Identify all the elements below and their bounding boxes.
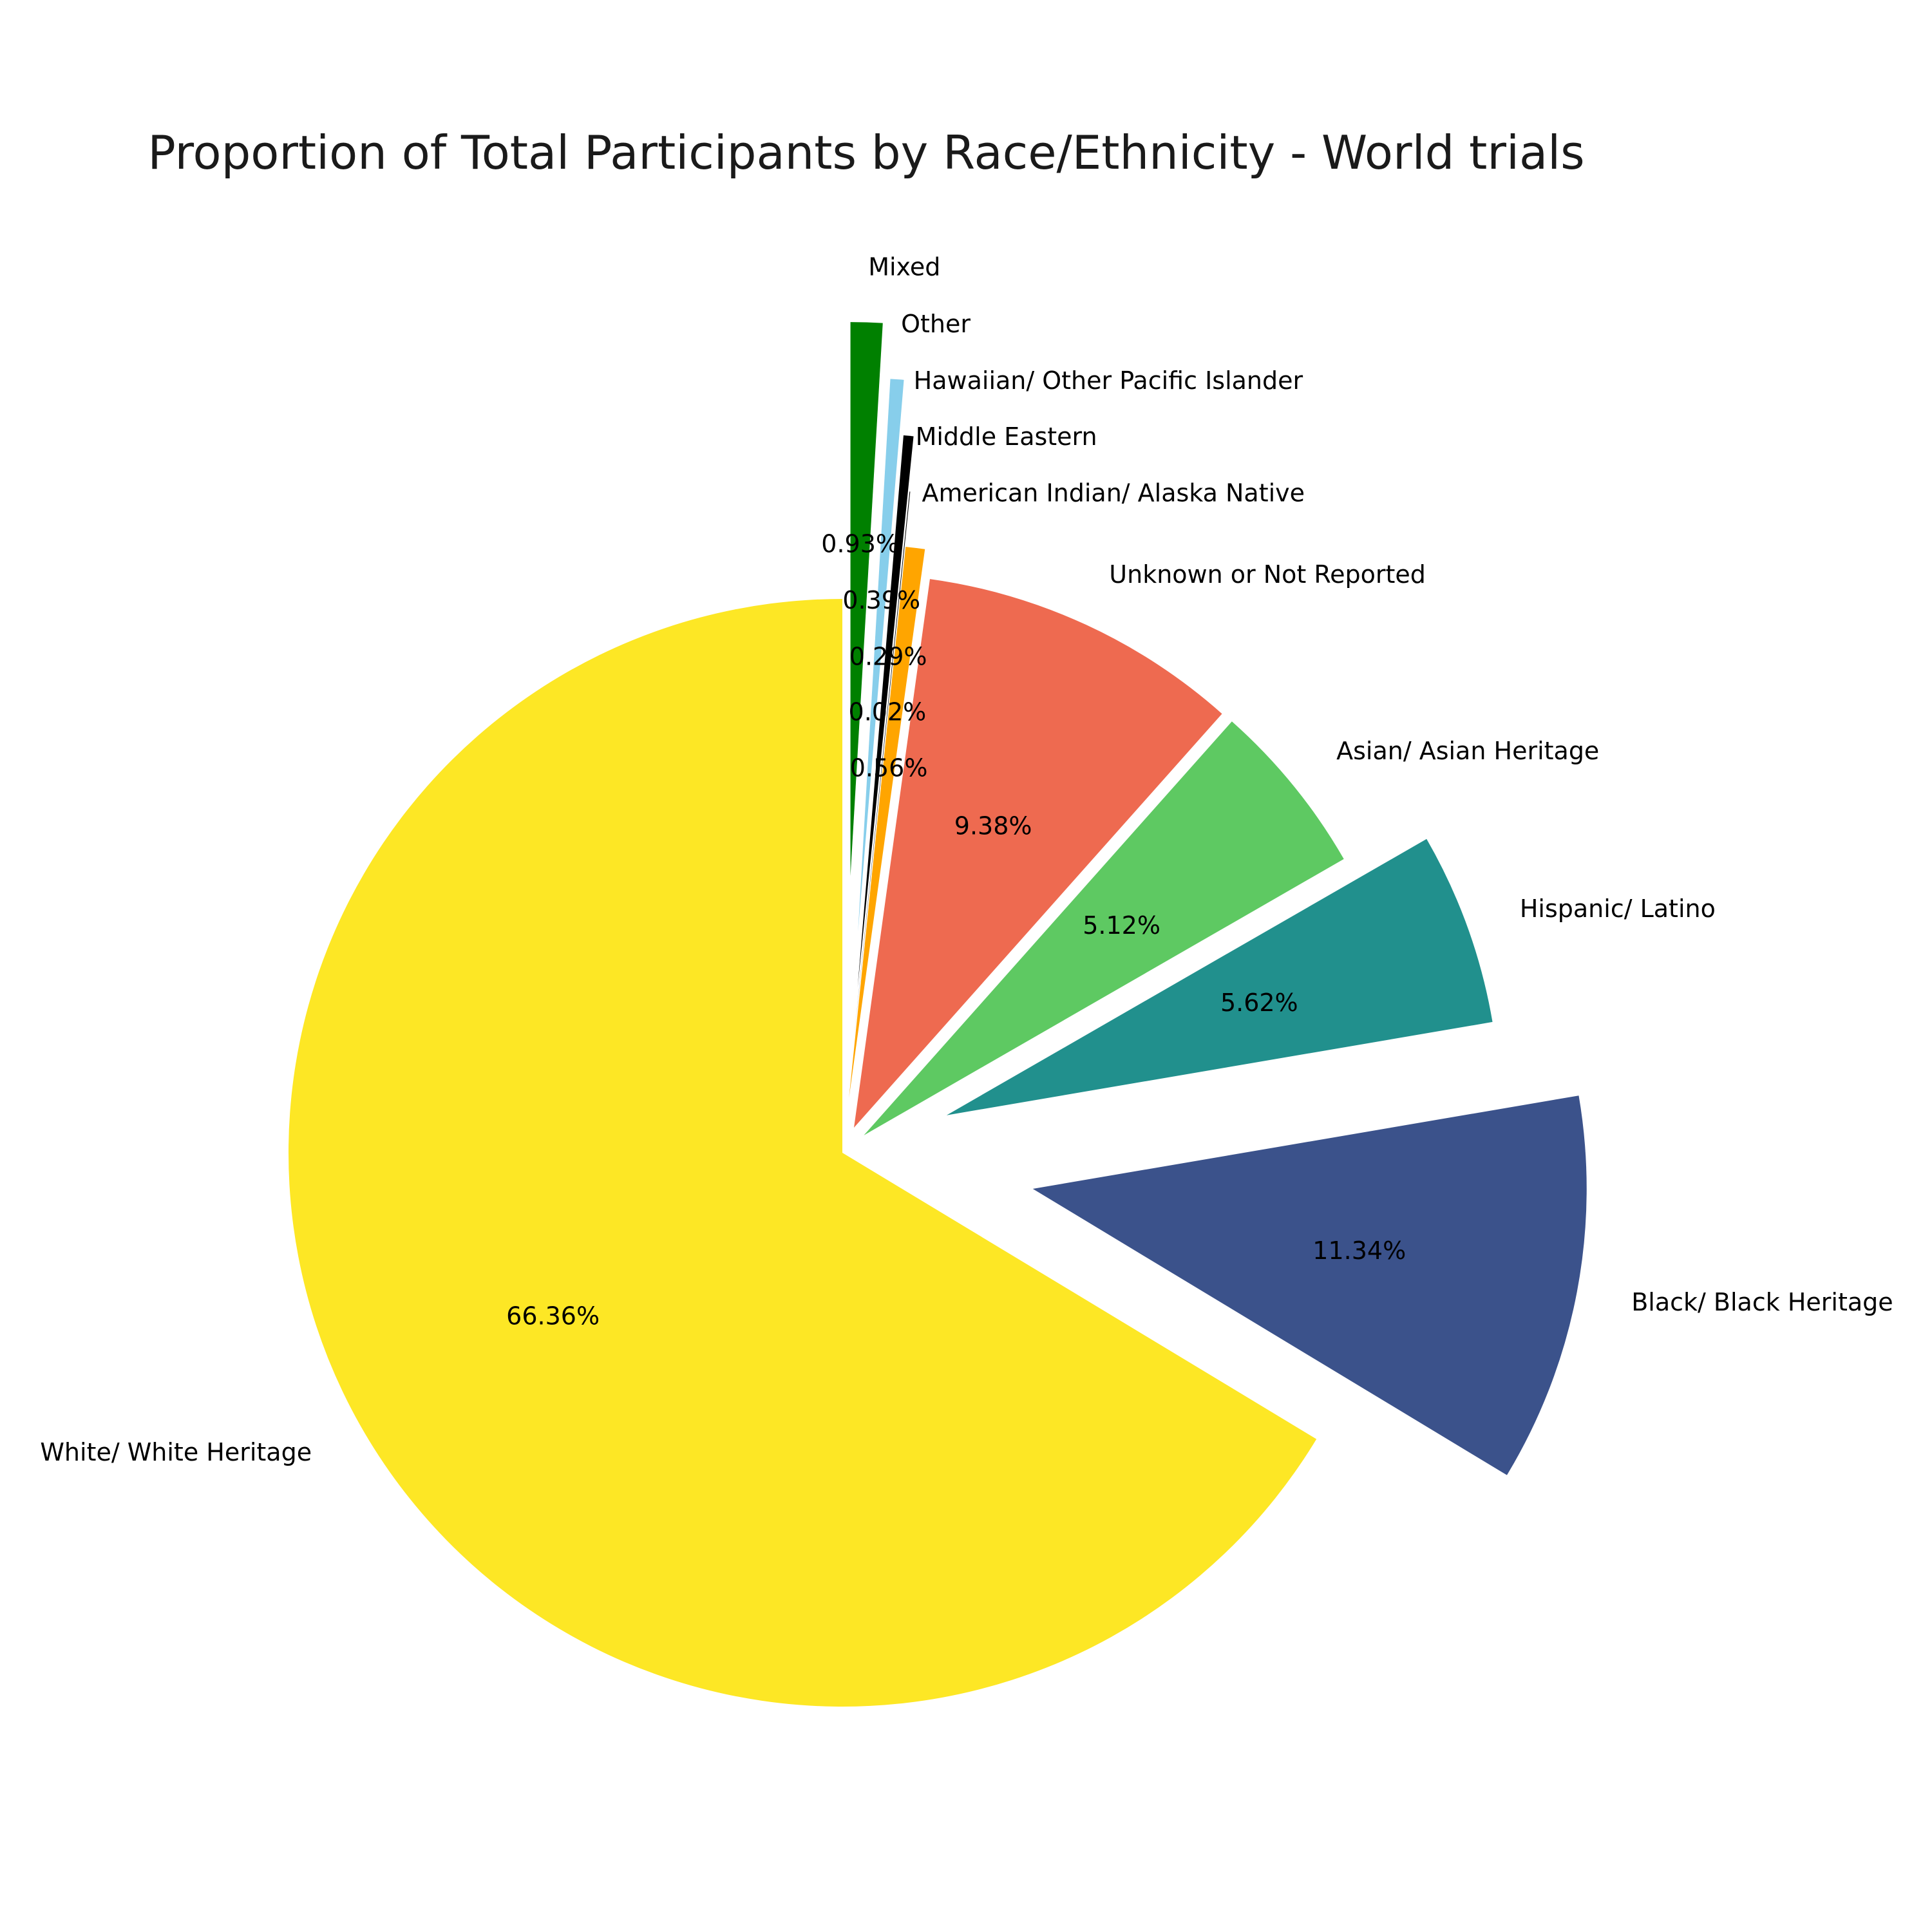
percent-label-other: 0.39% xyxy=(842,586,920,614)
percent-label-black-black-heritage: 11.34% xyxy=(1312,1236,1406,1265)
slice-american-indian-alaska-native xyxy=(849,547,925,1098)
percent-label-white-white-heritage: 66.36% xyxy=(506,1302,600,1331)
slice-hawaiian-other-pacific-islander xyxy=(857,435,914,988)
percent-label-hawaiian-other-pacific-islander: 0.29% xyxy=(849,642,927,670)
slice-white-white-heritage xyxy=(288,599,1317,1707)
category-label-hawaiian-other-pacific-islander: Hawaiian/ Other Pacific Islander xyxy=(914,366,1303,395)
percent-label-unknown-or-not-reported: 9.38% xyxy=(954,811,1032,840)
slice-black-black-heritage xyxy=(1032,1095,1587,1475)
category-label-white-white-heritage: White/ White Heritage xyxy=(40,1438,312,1466)
category-label-other: Other xyxy=(901,310,971,338)
slice-asian-asian-heritage xyxy=(864,721,1344,1135)
slice-middle-eastern xyxy=(853,491,911,1043)
percent-label-american-indian-alaska-native: 0.56% xyxy=(850,753,928,782)
slice-mixed xyxy=(850,322,883,876)
category-label-black-black-heritage: Black/ Black Heritage xyxy=(1631,1288,1893,1316)
slice-hispanic-latino xyxy=(946,838,1493,1115)
category-label-asian-asian-heritage: Asian/ Asian Heritage xyxy=(1336,737,1599,765)
category-labels: Mixed Other Hawaiian/ Other Pacific Island… xyxy=(40,253,1893,1466)
category-label-american-indian-alaska-native: American Indian/ Alaska Native xyxy=(922,478,1305,507)
pie-slices xyxy=(288,322,1587,1707)
percent-label-asian-asian-heritage: 5.12% xyxy=(1083,911,1160,940)
percent-label-hispanic-latino: 5.62% xyxy=(1220,989,1298,1017)
slice-unknown-or-not-reported xyxy=(854,579,1222,1128)
percent-label-mixed: 0.93% xyxy=(821,529,899,558)
chart-title: Proportion of Total Participants by Race… xyxy=(147,126,1585,180)
category-label-hispanic-latino: Hispanic/ Latino xyxy=(1520,895,1716,923)
slice-other xyxy=(858,379,904,932)
category-label-middle-eastern: Middle Eastern xyxy=(916,422,1097,451)
percent-label-middle-eastern: 0.02% xyxy=(849,698,927,726)
percent-labels: 0.93% 0.39% 0.29% 0.02% 0.56% 9.38% 5.12% 5.62%… xyxy=(506,529,1406,1330)
category-label-mixed: Mixed xyxy=(868,253,940,281)
category-label-unknown-or-not-reported: Unknown or Not Reported xyxy=(1109,560,1426,589)
